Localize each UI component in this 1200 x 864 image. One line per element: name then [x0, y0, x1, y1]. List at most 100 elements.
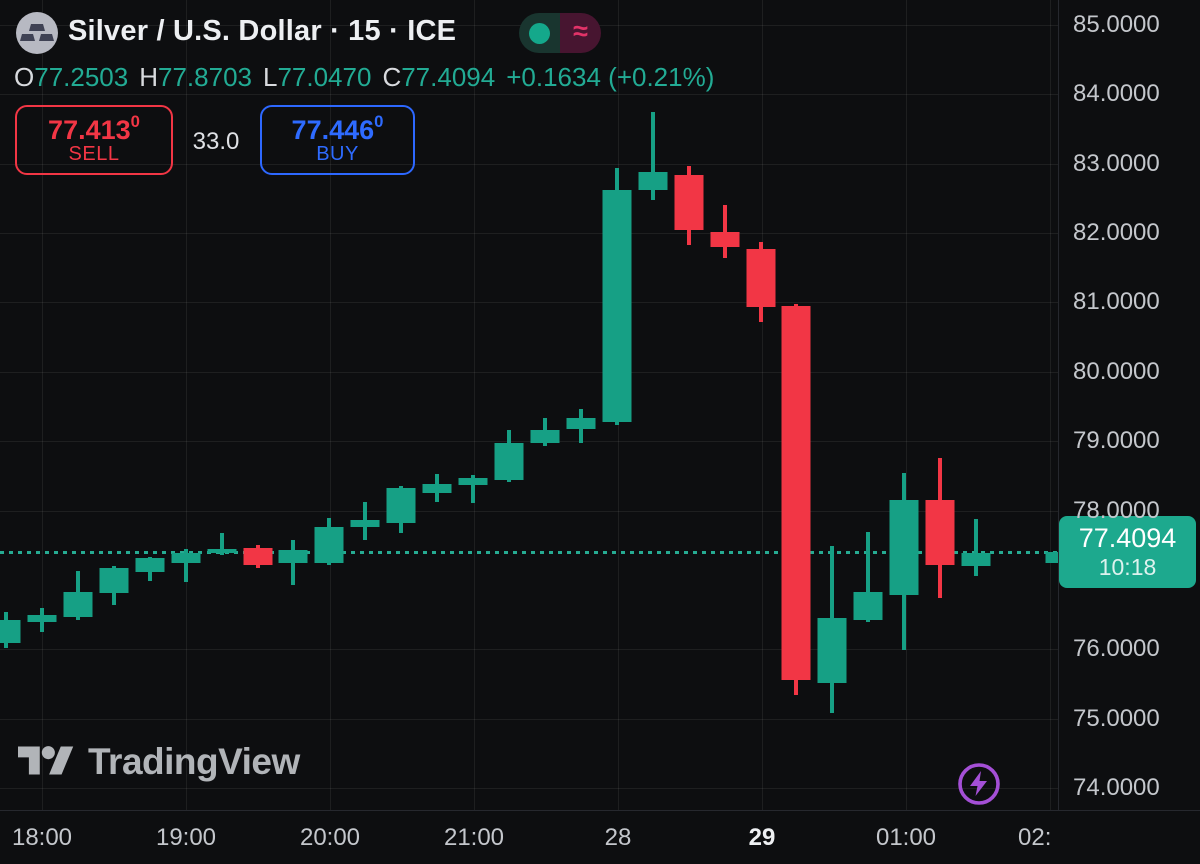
sell-price: 77.413 [48, 114, 131, 145]
vertical-gridline [762, 0, 763, 810]
horizontal-gridline [0, 94, 1058, 95]
low-label: L [262, 62, 278, 92]
change-percent: (+0.21%) [608, 62, 715, 92]
high-value: 77.8703 [158, 62, 252, 92]
price-axis-label: 75.0000 [1073, 704, 1160, 732]
buy-button[interactable]: 77.4460 BUY [260, 105, 415, 175]
price-axis-label: 79.0000 [1073, 427, 1160, 455]
horizontal-gridline [0, 788, 1058, 789]
time-axis-label: 18:00 [11, 823, 73, 851]
chart-area[interactable] [0, 0, 1058, 810]
current-price-line [0, 550, 1058, 554]
spread-value: 33.0 [192, 128, 240, 155]
candle-wick [974, 518, 979, 576]
price-axis-label: 80.0000 [1073, 357, 1160, 385]
sell-button[interactable]: 77.4130 SELL [15, 105, 173, 175]
vertical-gridline [474, 0, 475, 810]
candle-wick [183, 548, 188, 582]
candle-body [853, 591, 883, 621]
candle-wick [471, 475, 476, 503]
time-axis-label: 20:00 [299, 823, 361, 851]
symbol-title[interactable]: Silver / U.S. Dollar · 15 · ICE [68, 15, 457, 47]
lightning-button[interactable] [956, 761, 1002, 807]
horizontal-gridline [0, 649, 1058, 650]
ohlc-row: O77.2503 H77.8703 L77.0470 C77.4094 +0.1634 … [14, 62, 714, 93]
current-price: 77.4094 [1078, 522, 1177, 553]
candle-body [925, 500, 955, 565]
candle-body [817, 618, 847, 684]
status-dot-icon [529, 22, 550, 44]
candle-body [710, 231, 740, 247]
price-axis[interactable]: 77.4094 10:18 85.0000 84.0000 83.0000 82.00… [1058, 0, 1200, 810]
high-label: H [139, 62, 158, 92]
toggle-off-half: ≈ [560, 13, 601, 53]
buy-price-sup: 0 [374, 111, 384, 131]
price-axis-label: 84.0000 [1073, 80, 1160, 108]
price-axis-label: 76.0000 [1073, 635, 1160, 663]
candle-countdown: 10:18 [1098, 553, 1157, 580]
candle-body [0, 620, 21, 643]
candle-body [638, 172, 668, 191]
candle-body [27, 614, 57, 623]
horizontal-gridline [0, 719, 1058, 720]
candle-body [386, 488, 416, 524]
current-price-tag: 77.4094 10:18 [1059, 515, 1196, 588]
market-status-toggle[interactable]: ≈ [519, 13, 601, 53]
vertical-gridline [330, 0, 331, 810]
candle-body [207, 548, 237, 553]
candle-wick [219, 532, 224, 555]
close-value: 77.4094 [401, 62, 496, 92]
candle-body [889, 500, 919, 596]
silver-coin-icon [16, 12, 58, 54]
sell-price-sup: 0 [130, 111, 140, 131]
time-axis-label: 21:00 [443, 823, 505, 851]
price-axis-label: 74.0000 [1073, 774, 1160, 801]
price-axis-label: 85.0000 [1073, 11, 1160, 38]
candle-body [961, 552, 991, 567]
candle-wick [866, 532, 871, 623]
horizontal-gridline [0, 511, 1058, 512]
candle-body [746, 249, 776, 308]
sell-label: SELL [68, 143, 120, 166]
candle-body [350, 520, 380, 528]
horizontal-gridline [0, 441, 1058, 442]
time-axis-label: 29 [748, 823, 776, 851]
price-axis-label: 78.0000 [1073, 496, 1160, 524]
tradingview-watermark: TradingView [18, 740, 300, 784]
vertical-gridline [42, 0, 43, 810]
time-axis-label: 19:00 [155, 823, 217, 851]
candle-body [458, 477, 488, 485]
candle-body [314, 527, 344, 564]
open-label: O [14, 62, 35, 92]
time-axis[interactable]: 18:00 19:00 20:00 21:00 28 29 01:00 02: [0, 810, 1200, 864]
toggle-on-half [519, 13, 560, 53]
candle-body [494, 442, 524, 481]
watermark-text: TradingView [88, 741, 300, 782]
low-value: 77.0470 [277, 62, 372, 92]
tradingview-logo-icon [18, 746, 74, 775]
horizontal-gridline [0, 164, 1058, 165]
candle-body [781, 305, 811, 680]
candle-body [63, 591, 93, 618]
candle-body [135, 558, 165, 573]
vertical-gridline [1050, 0, 1051, 810]
candle-wick [722, 205, 727, 259]
candle-body [243, 548, 272, 565]
candle-body [278, 550, 308, 564]
price-axis-label: 83.0000 [1073, 149, 1160, 177]
price-axis-label: 81.0000 [1073, 288, 1160, 316]
time-axis-label: 02: [1018, 823, 1052, 851]
close-label: C [382, 62, 402, 92]
candle-body [422, 484, 452, 494]
candle-body [566, 418, 596, 429]
buy-label: BUY [316, 143, 359, 166]
time-axis-label: 01:00 [875, 823, 937, 851]
horizontal-gridline [0, 372, 1058, 373]
candle-body [171, 552, 201, 564]
candle-body [1045, 551, 1058, 563]
candle-body [99, 568, 129, 594]
vertical-gridline [186, 0, 187, 810]
time-axis-label: 28 [604, 823, 632, 851]
candle-body [602, 190, 632, 422]
price-axis-label: 82.0000 [1073, 219, 1160, 247]
